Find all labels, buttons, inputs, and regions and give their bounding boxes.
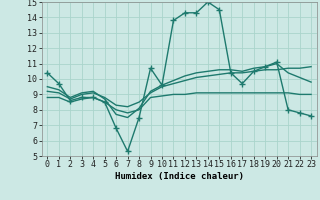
- X-axis label: Humidex (Indice chaleur): Humidex (Indice chaleur): [115, 172, 244, 181]
